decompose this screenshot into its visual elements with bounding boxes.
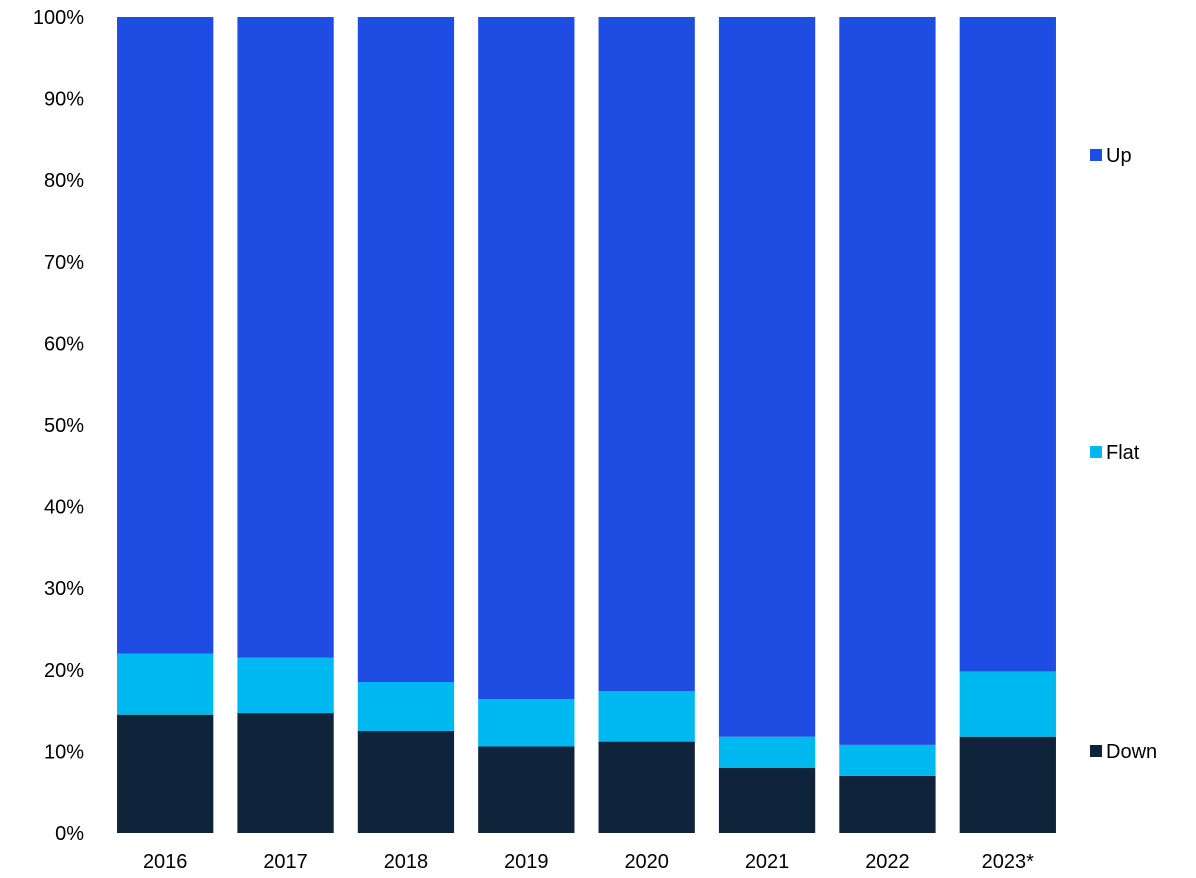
y-tick-label: 30% (44, 578, 84, 600)
bar-segment-up-2016 (117, 17, 214, 654)
y-tick-label: 90% (44, 89, 84, 111)
bar-segment-flat-2021 (718, 736, 816, 768)
x-tick-label: 2022 (865, 851, 910, 873)
bar-segment-down-2017 (237, 713, 334, 833)
bar-segment-flat-2019 (478, 699, 575, 747)
x-tick-label: 2017 (263, 851, 308, 873)
bars-group (117, 17, 1056, 833)
x-tick-label: 2020 (624, 851, 669, 873)
bar-segment-down-2016 (117, 714, 214, 833)
x-tick-label: 2018 (384, 851, 429, 873)
bar-segment-up-2018 (357, 17, 455, 683)
y-tick-label: 0% (55, 823, 84, 845)
y-tick-label: 10% (44, 741, 84, 763)
bar-segment-down-2019 (478, 746, 575, 833)
bar-segment-up-2022 (839, 17, 936, 745)
bar-segment-flat-2022 (839, 744, 936, 776)
bar-segment-up-2019 (478, 17, 575, 700)
legend-label-down: Down (1106, 741, 1157, 763)
y-axis: 0% 10% 20% 30% 40% 50% 60% 70% 80% 90% 100% (33, 7, 84, 845)
bar-segment-down-2018 (357, 731, 455, 833)
bar-segment-up-2017 (237, 17, 334, 658)
y-tick-label: 70% (44, 252, 84, 274)
bar-segment-up-2020 (598, 17, 695, 692)
legend-label-up: Up (1106, 145, 1132, 167)
x-tick-label: 2021 (745, 851, 790, 873)
bar-segment-up-2021 (718, 17, 816, 737)
x-tick-label: 2016 (143, 851, 188, 873)
bar-segment-flat-2020 (598, 691, 695, 742)
y-tick-label: 100% (33, 7, 84, 29)
y-tick-label: 40% (44, 497, 84, 519)
legend-swatch-up (1090, 149, 1102, 161)
bar-segment-flat-2018 (357, 682, 455, 731)
bar-segment-flat-2016 (117, 653, 214, 715)
x-axis: 2016 2017 2018 2019 2020 2021 2022 2023* (143, 851, 1034, 873)
legend-label-flat: Flat (1106, 442, 1140, 464)
bar-segment-down-2020 (598, 741, 695, 833)
bar-segment-up-2023 (959, 17, 1056, 672)
legend: Up Flat Down (1090, 145, 1157, 763)
bar-segment-flat-2023 (959, 671, 1056, 737)
y-tick-label: 60% (44, 333, 84, 355)
y-tick-label: 20% (44, 660, 84, 682)
y-tick-label: 50% (44, 415, 84, 437)
x-tick-label: 2023* (982, 851, 1034, 873)
y-tick-label: 80% (44, 170, 84, 192)
bar-segment-down-2023 (959, 736, 1056, 833)
legend-swatch-flat (1090, 446, 1102, 458)
x-tick-label: 2019 (504, 851, 549, 873)
bar-segment-down-2021 (718, 767, 816, 833)
bar-segment-flat-2017 (237, 657, 334, 714)
legend-swatch-down (1090, 745, 1102, 757)
bar-segment-down-2022 (839, 775, 936, 833)
